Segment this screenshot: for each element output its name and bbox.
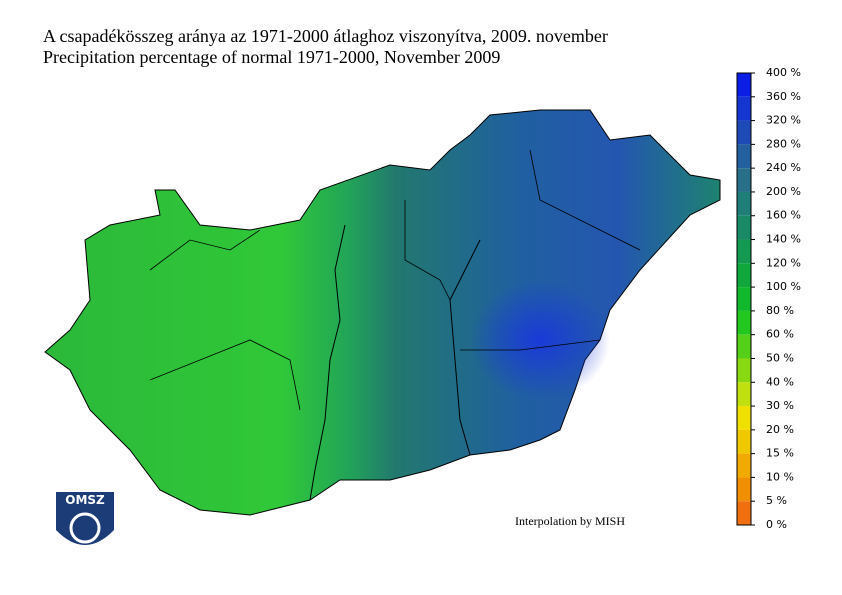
colorbar-label: 160 % [766,209,801,222]
colorbar-label: 30 % [766,399,794,412]
colorbar-label: 360 % [766,90,801,103]
credit: Interpolation by MISH [515,514,625,528]
colorbar-label: 10 % [766,470,794,483]
colorbar-segment [737,382,751,407]
colorbar-frame [736,72,752,526]
colorbar-label: 200 % [766,185,801,198]
colorbar-label: 100 % [766,280,801,293]
logo: OMSZ [56,492,114,545]
colorbar-label: 140 % [766,233,801,246]
colorbar-segment [737,310,751,335]
colorbar-segment [737,358,751,383]
colorbar-label: 280 % [766,137,801,150]
colorbar-segment [737,168,751,192]
title-en: Precipitation percentage of normal 1971-… [43,47,500,67]
colorbar-label: 320 % [766,114,801,127]
colorbar-label: 15 % [766,447,794,460]
colorbar-segment [737,501,751,525]
colorbar-label: 240 % [766,161,801,174]
colorbar-label: 80 % [766,304,794,317]
colorbar-segment [737,73,751,97]
colorbar-segment [737,96,751,121]
colorbar-segment [737,453,751,478]
colorbar-label: 0 % [766,518,787,531]
colorbar-label: 120 % [766,256,801,269]
colorbar-segment [737,477,751,502]
logo-text: OMSZ [65,493,105,507]
colorbar-label: 50 % [766,351,794,364]
colorbar-label: 40 % [766,375,794,388]
colorbar-segment [737,334,751,359]
colorbar-segment [737,120,751,145]
colorbar-segment [737,263,751,288]
colorbar-segment [737,287,751,311]
colorbar-label: 400 % [766,66,801,79]
colorbar-label: 60 % [766,328,794,341]
colorbar-segment [737,215,751,240]
colorbar-segment [737,429,751,454]
title-hu: A csapadékösszeg aránya az 1971-2000 átl… [43,26,608,46]
colorbar-segment [737,191,751,216]
colorbar-segment [737,144,751,169]
map [44,109,721,516]
colorbar-label: 20 % [766,423,794,436]
colorbar-label: 5 % [766,494,787,507]
colorbar: 400 % 360 % 320 % 280 % 240 % 200 % 160 % 140 %… [736,66,801,531]
colorbar-segment [737,239,751,264]
colorbar-segment [737,406,751,430]
